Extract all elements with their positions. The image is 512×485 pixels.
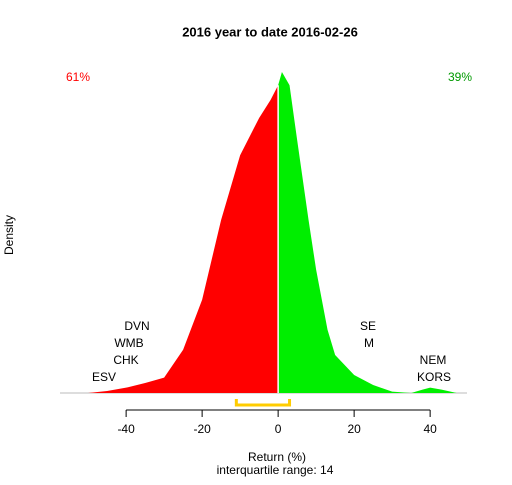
iqr-bracket: [234, 399, 292, 407]
x-tick-label: 40: [423, 422, 437, 436]
ticker-label: DVN: [124, 319, 149, 333]
chart-title: 2016 year to date 2016-02-26: [182, 24, 358, 39]
ticker-label: M: [364, 336, 374, 350]
left-share: 61%: [66, 70, 90, 84]
x-axis-label: Return (%): [248, 450, 306, 464]
x-tick-label: -40: [117, 422, 135, 436]
negative-area: [88, 85, 279, 394]
x-tick-label: 0: [275, 422, 282, 436]
x-tick-label: -20: [193, 422, 211, 436]
y-axis-label: Density: [2, 215, 16, 255]
x-tick-label: 20: [347, 422, 361, 436]
subtitle: interquartile range: 14: [217, 463, 334, 477]
right-share: 39%: [448, 70, 472, 84]
ticker-label: NEM: [420, 353, 447, 367]
ticker-label: WMB: [114, 336, 143, 350]
positive-area: [278, 71, 457, 393]
ticker-label: CHK: [113, 353, 138, 367]
ticker-label: ESV: [92, 370, 116, 384]
ticker-label: SE: [360, 319, 376, 333]
ticker-label: KORS: [417, 370, 451, 384]
